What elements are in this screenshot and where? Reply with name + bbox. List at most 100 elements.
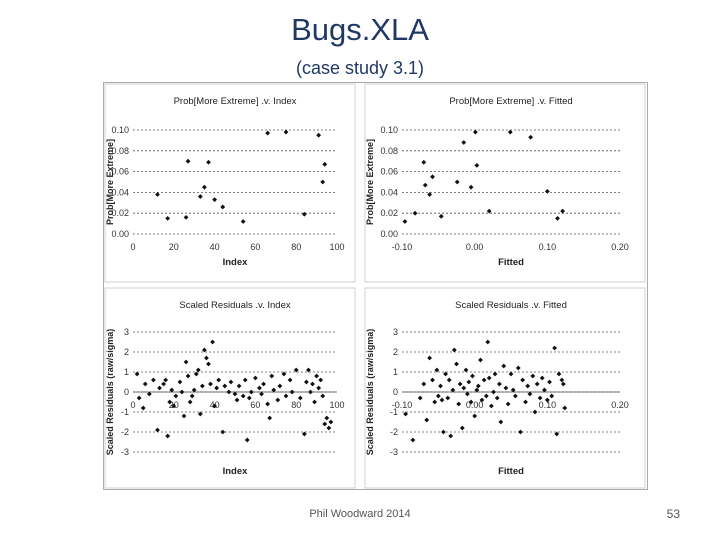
chart-panel-4: Scaled Residuals .v. Fitted -3 -2 -1 0 1 2 3 -0.… [364, 287, 646, 489]
x-tick-label: 0.10 [539, 242, 557, 252]
data-point [481, 377, 487, 383]
slide-title: Bugs.XLA [291, 12, 429, 47]
chart-panel-border [364, 83, 646, 283]
y-axis-label: Prob[More Extreme] [365, 139, 375, 225]
data-point [320, 393, 326, 399]
charts-root: Prob[More Extreme] .v. Index 0.00 0.02 0.04… [104, 83, 646, 489]
data-point [316, 132, 322, 138]
data-point [267, 415, 273, 421]
y-tick-label: 3 [124, 327, 129, 337]
data-point [212, 197, 217, 203]
data-point [468, 399, 474, 405]
y-tick-label: 0.00 [111, 229, 129, 239]
data-point [478, 357, 483, 363]
data-point [439, 397, 445, 403]
y-tick-label: 0.10 [111, 125, 129, 135]
data-point [275, 397, 281, 403]
chart-panel-2: Prob[More Extreme] .v. Fitted 0.00 0.02 0.0… [364, 83, 646, 283]
data-point [468, 184, 474, 190]
y-axis-label: Prob[More Extreme] [105, 139, 115, 225]
y-tick-label: -3 [121, 447, 129, 457]
data-point [530, 373, 536, 379]
data-point [474, 162, 480, 168]
x-axis-label: Index [223, 466, 249, 477]
y-axis-label: Scaled Residuals (raw/sigma) [105, 329, 115, 456]
data-point [261, 381, 266, 387]
x-tick-label: 60 [250, 400, 260, 410]
data-point [304, 379, 309, 385]
data-point [496, 381, 502, 387]
data-point [301, 211, 307, 217]
data-point [547, 379, 552, 385]
y-axis-label: Scaled Residuals (raw/sigma) [365, 329, 375, 456]
chart-panel-border [104, 287, 356, 489]
data-point [554, 431, 560, 437]
y-tick-label: -3 [390, 447, 398, 457]
data-point [560, 208, 565, 214]
data-point [328, 419, 334, 425]
data-point [443, 371, 448, 377]
data-point [544, 397, 550, 403]
chart-title: Scaled Residuals .v. Fitted [455, 300, 567, 311]
data-point [472, 129, 478, 135]
y-tick-label: -1 [121, 407, 129, 417]
slide-subtitle: (case study 3.1) [295, 58, 425, 78]
data-point [527, 391, 533, 397]
y-tick-label: 1 [393, 367, 398, 377]
x-tick-label: 0 [130, 400, 135, 410]
data-point [491, 389, 496, 395]
x-axis-label: Fitted [498, 257, 524, 268]
data-point [470, 373, 475, 379]
data-point [269, 373, 275, 379]
y-tick-label: 0.08 [380, 146, 398, 156]
figure-frame [103, 82, 648, 490]
y-tick-label: 1 [124, 367, 129, 377]
x-tick-label: 0.10 [539, 400, 557, 410]
x-tick-label: 20 [169, 242, 179, 252]
data-point [289, 389, 295, 395]
y-tick-label: -1 [390, 407, 398, 417]
data-point [503, 385, 509, 391]
data-point [185, 158, 191, 164]
data-point [507, 129, 513, 135]
x-tick-label: 0.20 [611, 242, 629, 252]
y-tick-label: 0.06 [380, 167, 398, 177]
y-tick-label: 3 [393, 327, 398, 337]
data-point [451, 347, 457, 353]
data-point [508, 371, 514, 377]
y-tick-label: 0 [124, 387, 129, 397]
data-point [498, 419, 504, 425]
x-tick-label: 0.00 [466, 400, 484, 410]
data-point [472, 413, 478, 419]
data-point [265, 401, 271, 407]
chart-panel-3: Scaled Residuals .v. Index-3-2-101230204… [104, 287, 356, 489]
data-point [515, 365, 521, 371]
x-tick-label: 80 [291, 400, 301, 410]
chart-panel-border [104, 83, 356, 283]
x-tick-label: 100 [329, 400, 344, 410]
data-point [438, 383, 443, 389]
data-point [206, 159, 211, 165]
data-point [422, 182, 428, 188]
data-point [501, 363, 507, 369]
y-tick-label: 0.06 [111, 167, 129, 177]
data-point [459, 425, 465, 431]
x-tick-label: 40 [210, 242, 220, 252]
data-point [492, 371, 498, 377]
x-tick-label: -0.10 [392, 242, 413, 252]
data-point [457, 381, 463, 387]
x-tick-label: 100 [329, 242, 344, 252]
chart-figure: Prob[More Extreme] .v. Index 0.00 0.02 0.04… [103, 82, 648, 494]
data-point [486, 208, 492, 214]
data-point [155, 192, 160, 197]
x-tick-label: 0.00 [466, 242, 484, 252]
data-point [183, 214, 189, 220]
data-point [257, 385, 262, 391]
data-point [450, 387, 456, 393]
data-point [537, 395, 543, 401]
data-point [202, 184, 207, 190]
data-point [297, 395, 303, 401]
x-axis-label: Fitted [498, 466, 524, 477]
data-point [259, 391, 264, 397]
y-tick-label: 2 [393, 347, 398, 357]
